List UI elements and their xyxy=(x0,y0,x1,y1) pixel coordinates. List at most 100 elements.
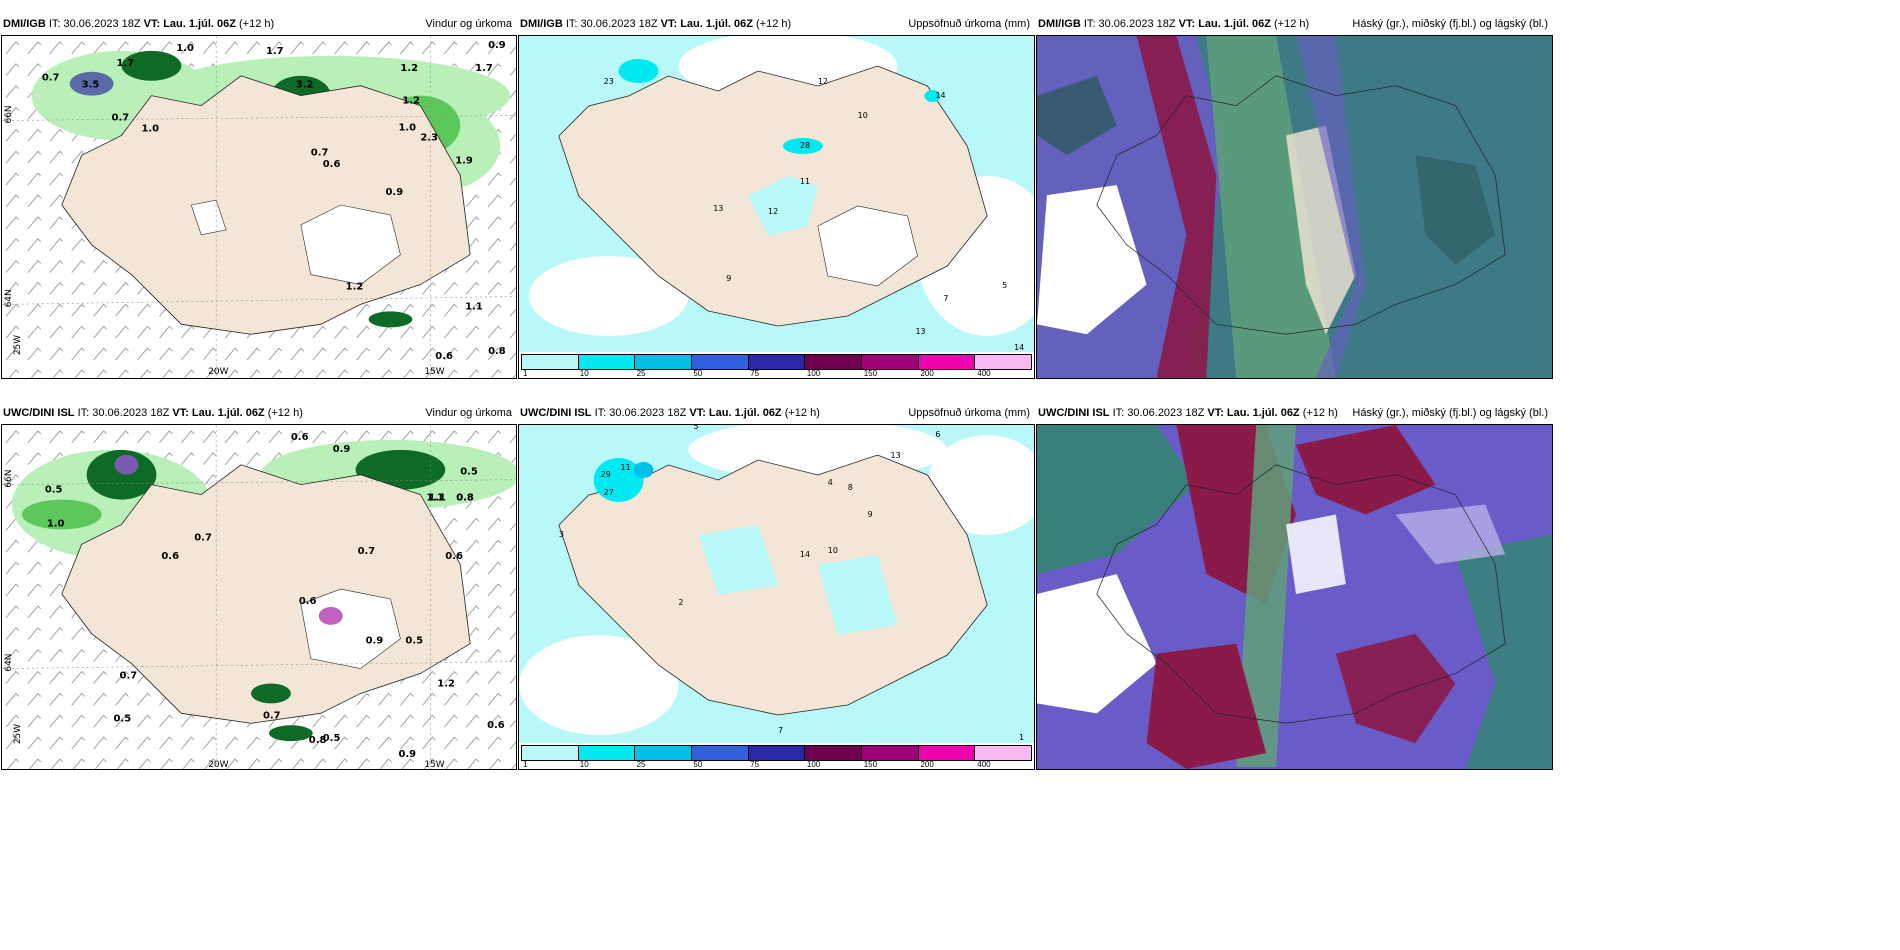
colorbar-tick: 150 xyxy=(863,760,878,769)
init-time: IT: 30.06.2023 18Z xyxy=(565,18,658,30)
wind-value: 0.7 xyxy=(263,710,281,721)
precip-value: 5 xyxy=(1002,281,1007,290)
precip-value: 12 xyxy=(818,77,828,86)
wind-map[interactable]: 66N 64N 20W 15W 25W 1.0 0.7 3.5 1.7 1.7 … xyxy=(2,36,516,378)
wind-value: 3.2 xyxy=(296,80,314,91)
wind-value: 0.9 xyxy=(488,40,506,51)
colorbar-swatch xyxy=(918,355,976,369)
panel-title: Uppsöfnuð úrkoma (mm) xyxy=(908,18,1030,30)
init-time: IT: 30.06.2023 18Z xyxy=(594,407,687,419)
precip-value: 9 xyxy=(868,510,873,519)
precip-value: 1 xyxy=(1019,733,1024,742)
colorbar-swatch xyxy=(578,746,636,760)
wind-value: 1.1 xyxy=(426,493,444,504)
colorbar-swatch xyxy=(975,746,1032,760)
panel-cloud-uwc: UWC/DINI ISL IT: 30.06.2023 18Z VT: Lau.… xyxy=(1036,407,1553,770)
wind-value: 1.0 xyxy=(47,518,65,529)
model-label: DMI/IGB xyxy=(1038,18,1081,30)
colorbar-tick: 400 xyxy=(977,369,991,378)
cloud-map[interactable] xyxy=(1037,425,1552,769)
wind-value: 1.7 xyxy=(475,63,493,74)
precip-value: 13 xyxy=(891,451,901,460)
panel-header: UWC/DINI ISL IT: 30.06.2023 18Z VT: Lau.… xyxy=(519,403,1034,423)
wind-value: 1.2 xyxy=(402,96,420,107)
valid-time: VT: Lau. 1.júl. 06Z xyxy=(172,407,265,419)
wind-value: 0.5 xyxy=(323,733,341,744)
precip-value: 11 xyxy=(800,177,810,186)
panel-cloud-dmi: DMI/IGB IT: 30.06.2023 18Z VT: Lau. 1.jú… xyxy=(1036,18,1553,379)
wind-value: 0.5 xyxy=(405,636,423,647)
colorbar-tick: 25 xyxy=(636,369,646,378)
wind-value: 1.2 xyxy=(437,678,455,689)
wind-value: 0.7 xyxy=(311,147,329,158)
wind-value: 0.7 xyxy=(194,532,212,543)
colorbar-tick: 100 xyxy=(806,760,821,769)
lead-time: (+12 h) xyxy=(267,407,303,419)
lat-label-64: 64N xyxy=(4,289,14,307)
wind-value: 0.9 xyxy=(398,749,416,760)
colorbar-tick: 50 xyxy=(693,760,703,769)
model-label: UWC/DINI ISL xyxy=(1038,407,1110,419)
wind-value: 1.7 xyxy=(266,46,284,57)
lon-label-20: 20W xyxy=(208,760,228,769)
wind-value: 0.8 xyxy=(309,735,327,746)
wind-value: 0.9 xyxy=(366,636,384,647)
precip-value: 29 xyxy=(601,470,611,479)
precip-value: 3 xyxy=(559,530,564,539)
panel-title: Háský (gr.), miðský (fj.bl.) og lágský (… xyxy=(1352,18,1548,30)
precip-value: 27 xyxy=(604,488,614,497)
wind-value: 2.3 xyxy=(420,132,438,143)
panel-title: Vindur og úrkoma xyxy=(425,18,512,30)
wind-value: 0.9 xyxy=(386,187,404,198)
precip-value: 11 xyxy=(621,463,631,472)
precip-value: 13 xyxy=(713,204,723,213)
valid-time: VT: Lau. 1.júl. 06Z xyxy=(143,18,236,30)
precip-value: 14 xyxy=(935,91,945,100)
wind-value: 1.0 xyxy=(398,122,416,133)
lon-label-15: 15W xyxy=(424,367,444,377)
cloud-map[interactable] xyxy=(1037,36,1552,378)
panel-precip-uwc: UWC/DINI ISL IT: 30.06.2023 18Z VT: Lau.… xyxy=(518,407,1035,770)
wind-value: 0.6 xyxy=(445,551,463,562)
panel-precip-dmi: DMI/IGB IT: 30.06.2023 18Z VT: Lau. 1.jú… xyxy=(518,18,1035,379)
init-time: IT: 30.06.2023 18Z xyxy=(48,18,141,30)
colorbar-swatch xyxy=(578,355,636,369)
colorbar-ticks: 1 10 25 50 75 100 150 200 400 xyxy=(521,369,1032,378)
precip-value: 10 xyxy=(828,546,838,555)
colorbar-tick: 200 xyxy=(920,760,934,769)
lead-time: (+12 h) xyxy=(239,18,275,30)
valid-time: VT: Lau. 1.júl. 06Z xyxy=(660,18,753,30)
panel-header: DMI/IGB IT: 30.06.2023 18Z VT: Lau. 1.jú… xyxy=(2,14,516,34)
precip-map[interactable]: 23 12 14 10 28 11 13 12 9 7 5 13 14 xyxy=(519,36,1034,352)
init-time: IT: 30.06.2023 18Z xyxy=(77,407,170,419)
precip-value: 23 xyxy=(604,77,614,86)
colorbar-tick: 50 xyxy=(693,369,703,378)
wind-value: 1.9 xyxy=(455,155,473,166)
model-label: UWC/DINI ISL xyxy=(3,407,75,419)
panel-wind-uwc: UWC/DINI ISL IT: 30.06.2023 18Z VT: Lau.… xyxy=(1,407,517,770)
precip-value: 28 xyxy=(800,141,810,150)
wind-value: 0.9 xyxy=(333,444,351,455)
wind-value: 0.7 xyxy=(120,671,138,682)
panel-title: Háský (gr.), miðský (fj.bl.) og lágský (… xyxy=(1352,407,1548,419)
wind-value: 1.1 xyxy=(465,301,483,312)
colorbar-swatch xyxy=(805,355,863,369)
colorbar-tick: 1 xyxy=(523,369,528,378)
precip-value: 7 xyxy=(943,294,948,303)
wind-value: 1.0 xyxy=(141,123,159,134)
wind-value: 0.6 xyxy=(435,351,453,362)
valid-time: VT: Lau. 1.júl. 06Z xyxy=(1178,18,1271,30)
colorbar-tick: 400 xyxy=(977,760,991,769)
precip-map[interactable]: 5 29 11 27 3 4 8 14 2 10 9 6 13 1 7 xyxy=(519,425,1034,743)
model-label: DMI/IGB xyxy=(3,18,46,30)
wind-values: 0.6 0.9 0.5 1.0 0.7 1.1 0.8 0.5 0.7 0.6 … xyxy=(45,432,505,760)
wind-map[interactable]: 66N 64N 20W 15W 25W 0.6 0.9 0.5 1.0 0.7 … xyxy=(2,425,516,769)
precip-value: 14 xyxy=(800,550,810,559)
precip-value: 2 xyxy=(678,598,683,607)
colorbar-swatch xyxy=(748,746,806,760)
colorbar-swatches xyxy=(521,354,1032,370)
wind-value: 0.5 xyxy=(460,467,478,478)
lon-label-25: 25W xyxy=(13,335,23,355)
colorbar-swatch xyxy=(692,746,749,760)
colorbar-tick: 150 xyxy=(863,369,878,378)
